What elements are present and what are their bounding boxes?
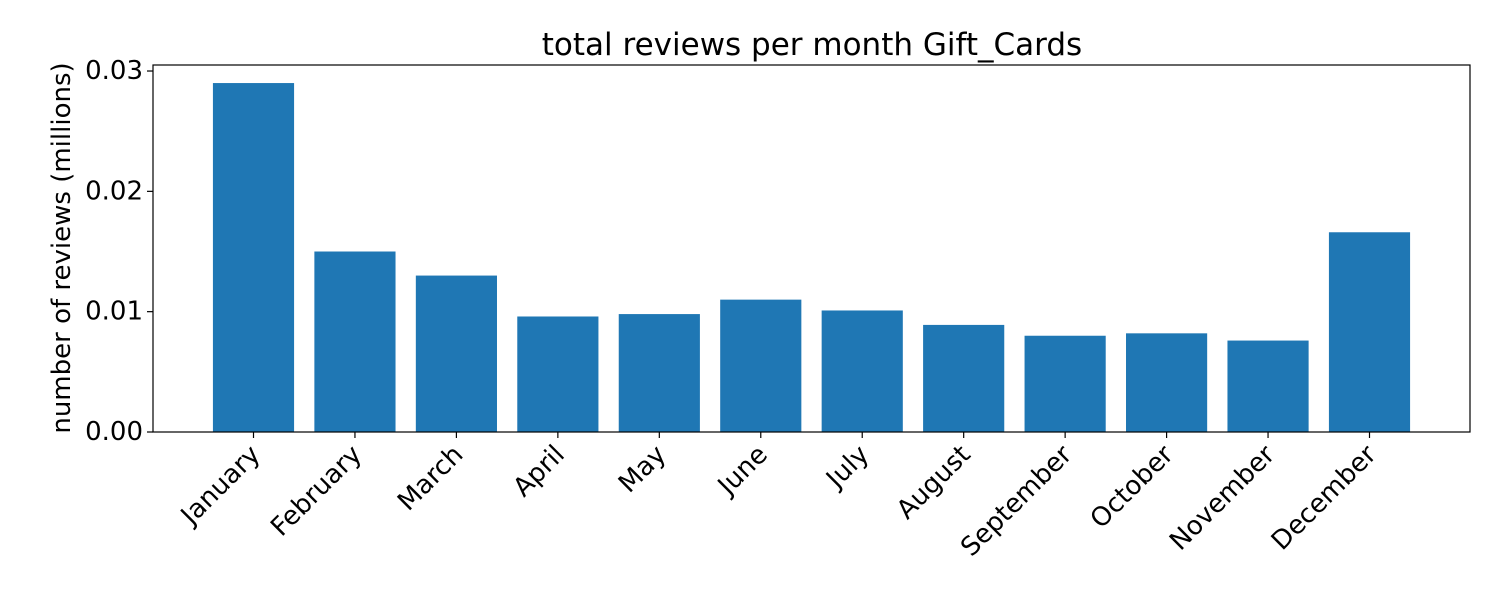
- plot-area-frame: [152, 64, 1471, 433]
- bar-october: [1126, 333, 1208, 432]
- bar-september: [1024, 335, 1106, 432]
- bar-january: [212, 83, 295, 433]
- y-tick-label: 0.01: [85, 297, 143, 327]
- bar-april: [517, 316, 599, 432]
- bars: [212, 83, 1411, 433]
- bar-august: [923, 324, 1005, 432]
- bar-may: [618, 314, 700, 432]
- y-axis-label: number of reviews (millions): [47, 62, 77, 433]
- y-tick-label: 0.00: [85, 417, 143, 447]
- y-axis-ticks: 0.00 0.01 0.02 0.03: [85, 56, 153, 447]
- bar-december: [1328, 232, 1411, 432]
- chart-title: total reviews per month Gift_Cards: [542, 27, 1082, 63]
- bar-february: [314, 251, 396, 432]
- bar-march: [415, 275, 497, 432]
- bar-july: [821, 310, 903, 432]
- bar-june: [720, 299, 802, 432]
- y-tick-label: 0.03: [85, 56, 143, 86]
- bar-november: [1227, 340, 1309, 432]
- y-tick-label: 0.02: [85, 176, 143, 206]
